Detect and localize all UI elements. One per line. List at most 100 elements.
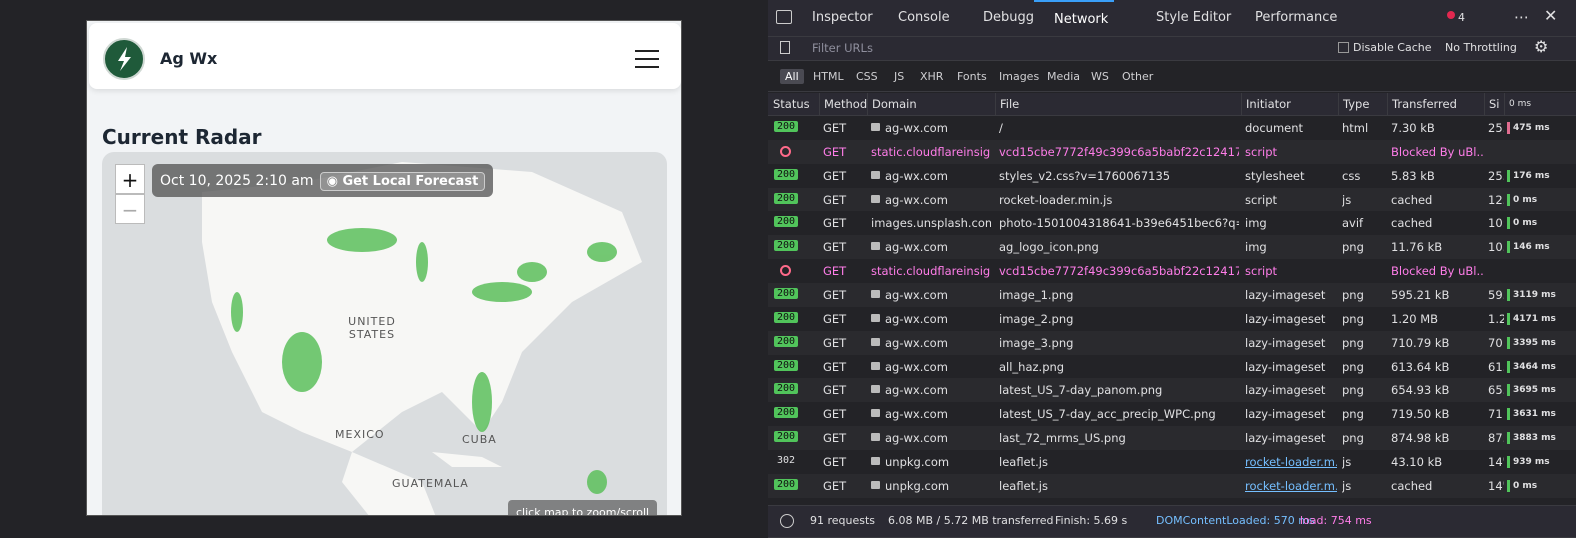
devtools-tab[interactable]: Style Editor [1136,0,1237,36]
throttling-select[interactable]: No Throttling [1445,41,1517,54]
footer-load: load: 754 ms [1300,514,1372,527]
devtools-tab[interactable]: Network [1034,0,1114,36]
type-filter[interactable]: CSS [851,69,883,84]
cell-type: png [1342,240,1386,254]
cell-transferred: 613.64 kB [1391,360,1483,374]
type-filter[interactable]: WS [1086,69,1114,84]
zoom-in[interactable]: + [115,164,145,194]
cell-method: GET [823,455,867,469]
request-row[interactable]: 200GETag-wx.com/documenthtml7.30 kB25.47… [768,116,1576,140]
cell-initiator[interactable]: lazy-imageset [1245,383,1337,397]
request-row[interactable]: 200GETag-wx.comrocket-loader.min.jsscrip… [768,188,1576,212]
cell-initiator[interactable]: rocket-loader.m... [1245,455,1337,469]
cell-initiator[interactable]: lazy-imageset [1245,312,1337,326]
cell-initiator[interactable]: script [1245,264,1337,278]
cell-initiator[interactable]: img [1245,240,1337,254]
status-code: 200 [774,479,798,490]
filter-input[interactable]: Filter URLs [812,41,873,55]
disable-cache-checkbox[interactable] [1338,42,1349,53]
request-row[interactable]: 302GETunpkg.comleaflet.jsrocket-loader.m… [768,450,1576,474]
cell-initiator[interactable]: script [1245,193,1337,207]
request-row[interactable]: GETstatic.cloudflareinsight...vcd15cbe77… [768,259,1576,283]
column-header[interactable]: Status [773,93,810,116]
request-row[interactable]: 200GETag-wx.comimage_3.pnglazy-imagesetp… [768,331,1576,355]
lock-icon [871,362,880,370]
lock-icon [871,314,880,322]
request-row[interactable]: GETstatic.cloudflareinsight...vcd15cbe77… [768,140,1576,164]
forecast-button[interactable]: ◉ Get Local Forecast [320,172,486,191]
cell-type: png [1342,407,1386,421]
cell-domain: ag-wx.com [885,360,1005,374]
column-header[interactable]: Domain [867,93,917,116]
settings-button[interactable]: ⚙ [1534,37,1548,56]
cell-initiator[interactable]: stylesheet [1245,169,1337,183]
cell-initiator[interactable]: lazy-imageset [1245,431,1337,445]
devtools-tab[interactable]: Console [878,0,956,36]
close-button[interactable]: ✕ [1544,6,1557,25]
column-header[interactable]: Method [819,93,867,116]
type-filter[interactable]: Media [1042,69,1085,84]
type-filter[interactable]: HTML [808,69,849,84]
type-filter[interactable]: Images [994,69,1044,84]
logo[interactable] [103,38,145,80]
picker-button[interactable] [776,10,792,24]
cell-initiator[interactable]: img [1245,216,1337,230]
cell-initiator[interactable]: lazy-imageset [1245,360,1337,374]
cell-initiator[interactable]: script [1245,145,1337,159]
zoom-out[interactable]: − [115,194,145,224]
timing: 3883 ms [1513,433,1556,443]
clear-button[interactable] [780,41,790,54]
timer-icon [780,514,794,528]
cell-initiator[interactable]: document [1245,121,1337,135]
radar-map[interactable]: + − Oct 10, 2025 2:10 am◉ Get Local Fore… [102,152,667,516]
cell-domain: unpkg.com [885,455,1005,469]
menu-button[interactable] [635,50,659,74]
lock-icon [871,481,880,489]
cell-initiator[interactable]: rocket-loader.m... [1245,479,1337,493]
type-filter[interactable]: All [780,69,804,84]
cell-initiator[interactable]: lazy-imageset [1245,407,1337,421]
type-filter[interactable]: XHR [915,69,948,84]
lock-icon [871,123,880,131]
column-header[interactable]: Initiator [1241,93,1291,116]
request-row[interactable]: 200GETag-wx.comlatest_US_7-day_acc_preci… [768,402,1576,426]
status-code: 200 [774,360,798,371]
request-row[interactable]: 200GETag-wx.comstyles_v2.css?v=176006713… [768,164,1576,188]
request-row[interactable]: 200GETag-wx.comlatest_US_7-day_panom.png… [768,378,1576,402]
request-row[interactable]: 200GETag-wx.comall_haz.pnglazy-imagesetp… [768,355,1576,379]
cell-type: js [1342,479,1386,493]
column-header[interactable]: File [995,93,1019,116]
type-filter[interactable]: Other [1117,69,1158,84]
cell-file: image_1.png [999,288,1239,302]
column-header[interactable]: 0 ms [1504,93,1531,116]
cell-file: latest_US_7-day_panom.png [999,383,1239,397]
column-header[interactable]: Transferred [1387,93,1457,116]
cell-initiator[interactable]: lazy-imageset [1245,336,1337,350]
more-button[interactable]: ⋯ [1514,8,1529,26]
type-filter[interactable]: Fonts [952,69,992,84]
request-row[interactable]: 200GETag-wx.comimage_2.pnglazy-imagesetp… [768,307,1576,331]
request-row[interactable]: 200GETunpkg.comleaflet.jsrocket-loader.m… [768,474,1576,498]
cell-initiator[interactable]: lazy-imageset [1245,288,1337,302]
column-header[interactable]: Si [1484,93,1500,116]
timing: 0 ms [1513,481,1537,491]
timing: 0 ms [1513,218,1537,228]
request-row[interactable]: 200GETag-wx.comimage_1.pnglazy-imagesetp… [768,283,1576,307]
section-title: Current Radar [102,125,262,149]
timing: 3395 ms [1513,338,1556,348]
cell-type: css [1342,169,1386,183]
cell-method: GET [823,145,867,159]
devtools-tab[interactable]: Inspector [792,0,879,36]
status-code: 200 [774,121,798,132]
tab-label: Network [1054,2,1108,38]
cell-transferred: 654.93 kB [1391,383,1483,397]
request-row[interactable]: 200GETag-wx.comag_logo_icon.pngimgpng11.… [768,235,1576,259]
map-hint: click map to zoom/scroll [508,500,657,516]
type-filter[interactable]: JS [889,69,909,84]
request-row[interactable]: 200GETag-wx.comlast_72_mrms_US.pnglazy-i… [768,426,1576,450]
column-header[interactable]: Type [1338,93,1369,116]
request-row[interactable]: 200GETimages.unsplash.comphoto-150100431… [768,211,1576,235]
devtools-tab[interactable]: Performance [1235,0,1343,36]
error-count[interactable]: 4 [1458,11,1465,24]
